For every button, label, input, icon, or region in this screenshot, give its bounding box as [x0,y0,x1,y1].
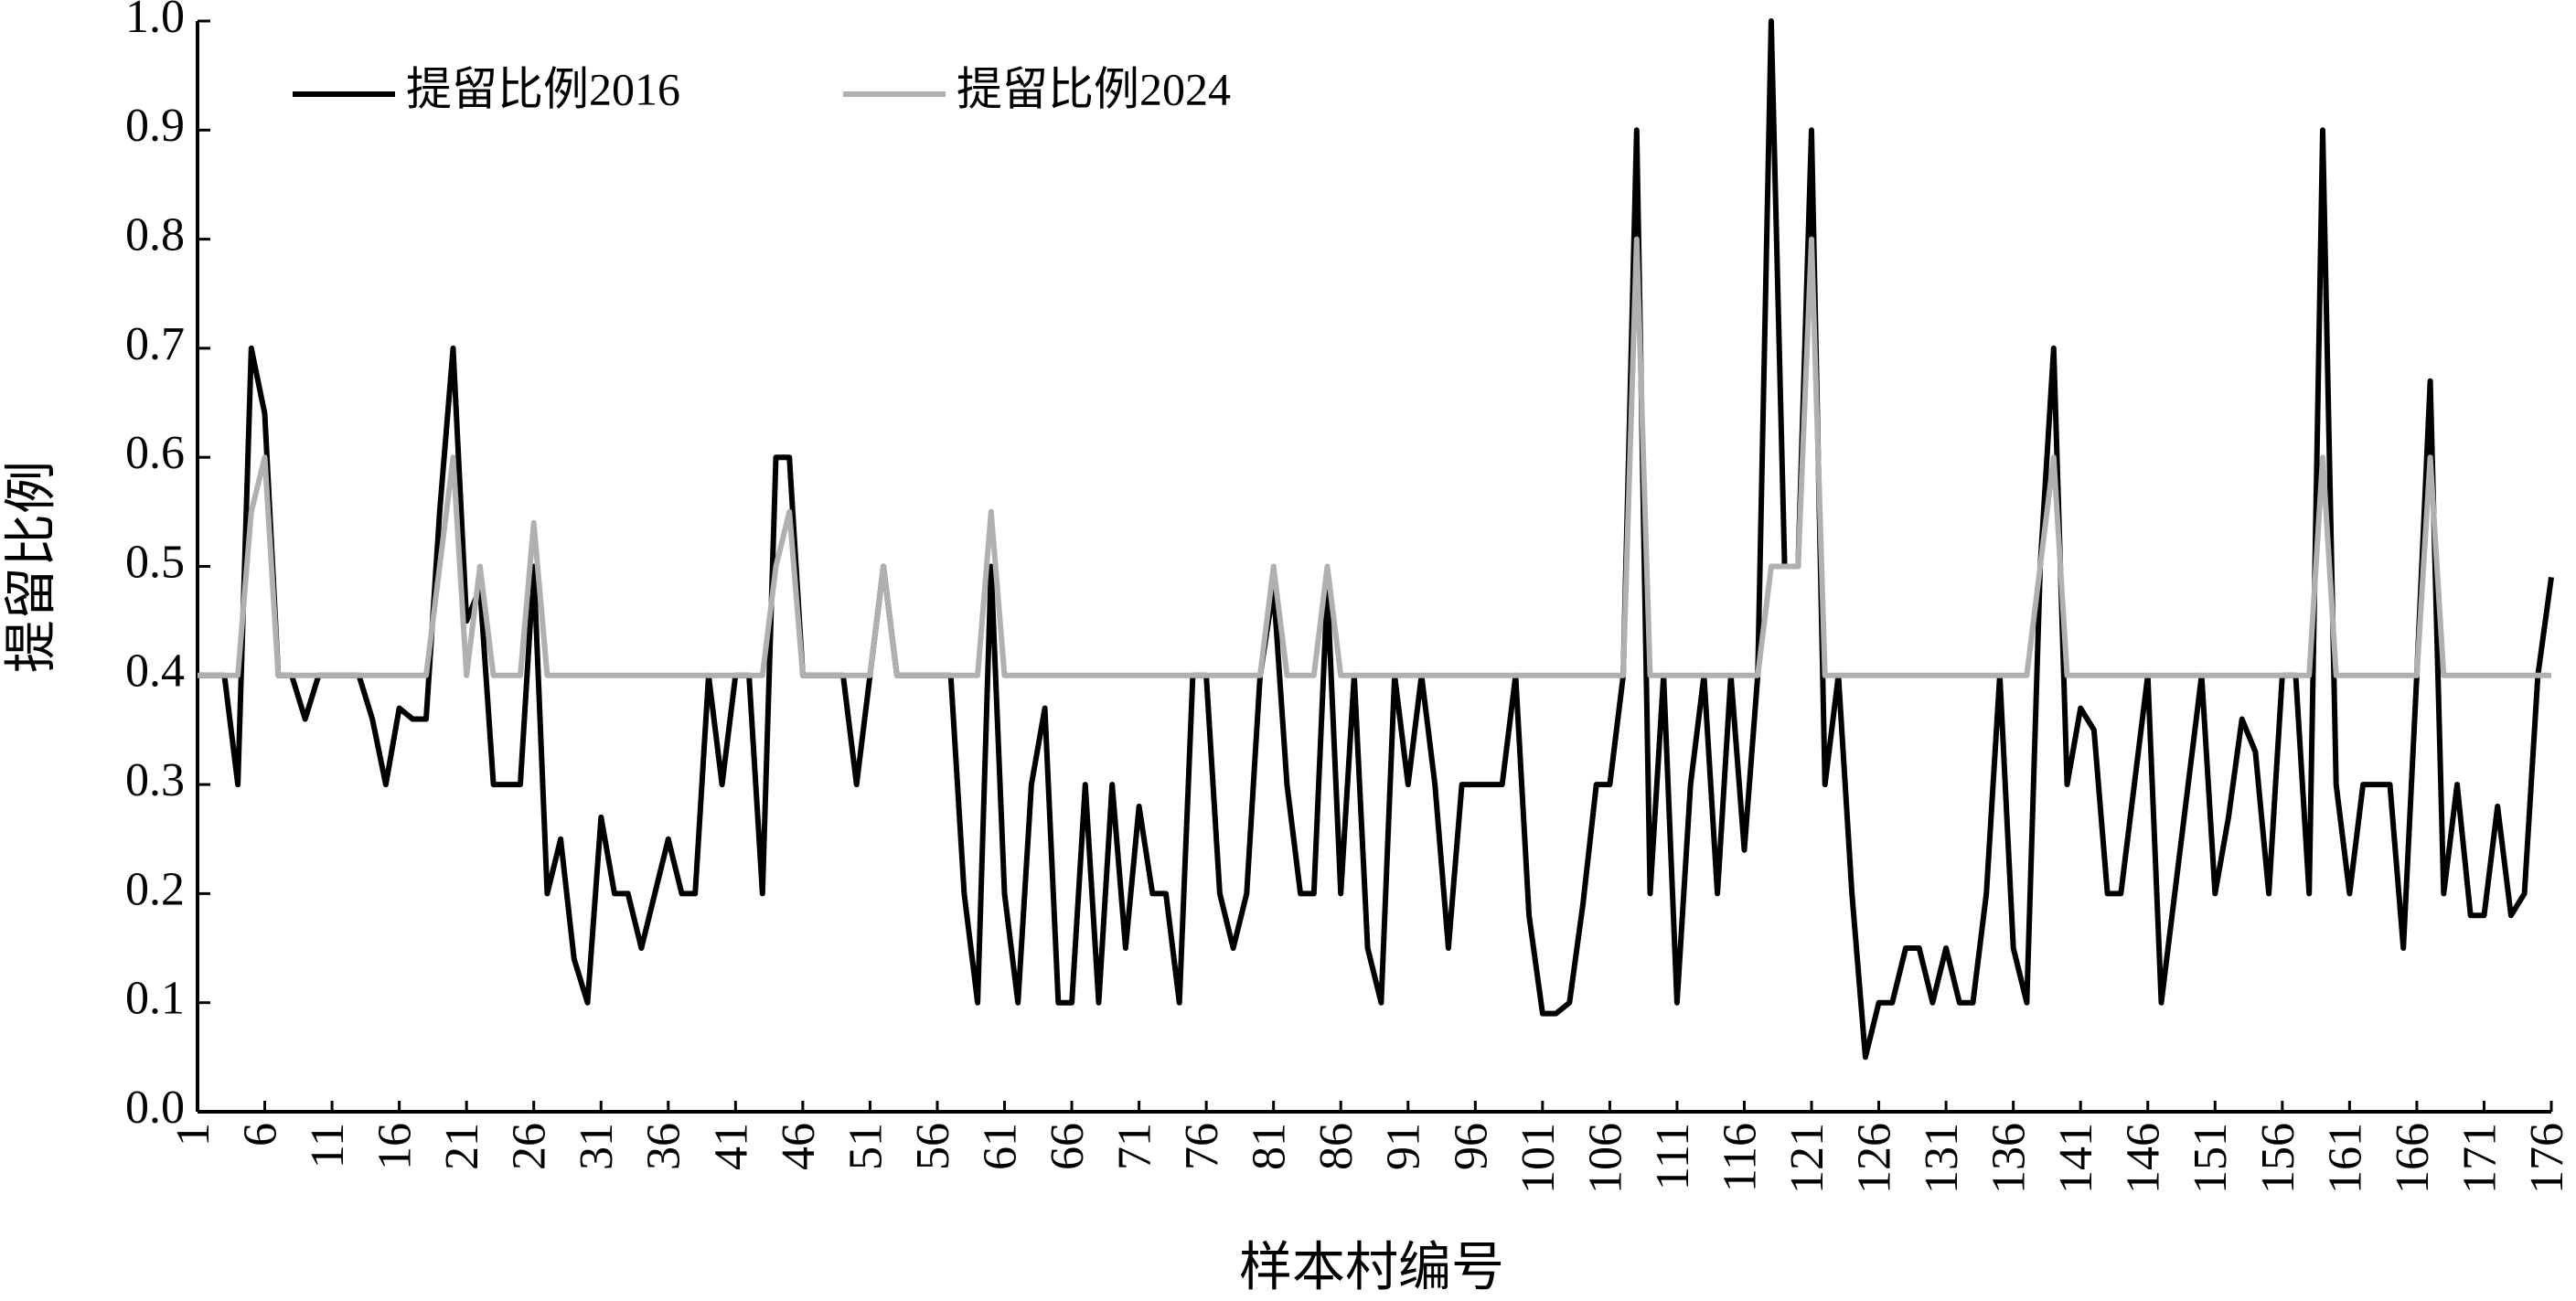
x-tick-label: 121 [1781,1123,1833,1194]
legend-label: 提留比例2016 [406,63,680,114]
x-tick-label: 131 [1916,1123,1968,1194]
x-tick-label: 101 [1512,1123,1565,1194]
x-axis-title: 样本村编号 [1239,1237,1504,1296]
x-tick-label: 76 [1176,1123,1228,1170]
y-tick-label: 0.8 [125,209,185,261]
x-tick-label: 1 [167,1123,219,1146]
x-tick-label: 26 [504,1123,556,1170]
x-tick-label: 56 [907,1123,959,1170]
x-tick-label: 136 [1983,1123,2036,1194]
x-tick-label: 71 [1109,1123,1161,1170]
y-tick-label: 1.0 [125,0,185,43]
x-tick-label: 161 [2319,1123,2371,1194]
y-tick-label: 0.0 [125,1082,185,1134]
x-tick-label: 91 [1378,1123,1430,1170]
y-tick-label: 0.7 [125,318,185,370]
y-axis-title: 提留比例 [1,461,60,673]
x-tick-label: 11 [302,1123,354,1168]
x-tick-label: 111 [1647,1123,1699,1190]
x-tick-label: 171 [2453,1123,2506,1194]
x-tick-label: 31 [571,1123,623,1170]
series-line [198,236,2551,678]
x-tick-label: 141 [2050,1123,2102,1194]
y-tick-label: 0.4 [125,645,185,698]
x-tick-label: 156 [2252,1123,2304,1194]
x-tick-label: 6 [234,1123,286,1146]
x-tick-label: 146 [2118,1123,2170,1194]
series-line [198,18,2554,1061]
x-tick-label: 16 [369,1123,422,1170]
x-tick-label: 41 [705,1123,757,1170]
x-tick-label: 106 [1579,1123,1631,1194]
x-tick-label: 66 [1042,1123,1094,1170]
x-tick-label: 151 [2185,1123,2237,1194]
y-tick-label: 0.2 [125,863,185,915]
y-tick-label: 0.1 [125,973,185,1025]
y-tick-label: 0.5 [125,536,185,588]
y-tick-label: 0.3 [125,754,185,806]
x-tick-label: 61 [974,1123,1026,1170]
x-tick-label: 36 [638,1123,690,1170]
x-tick-label: 126 [1849,1123,1901,1194]
y-tick-label: 0.6 [125,427,185,479]
x-tick-label: 46 [773,1123,825,1170]
x-tick-label: 21 [436,1123,488,1170]
y-tick-label: 0.9 [125,100,185,152]
x-tick-label: 86 [1310,1123,1363,1170]
legend-label: 提留比例2024 [957,63,1231,114]
x-tick-label: 116 [1714,1123,1766,1192]
x-tick-label: 96 [1445,1123,1497,1170]
x-tick-label: 176 [2521,1123,2573,1194]
x-tick-label: 51 [839,1123,892,1170]
x-tick-label: 166 [2387,1123,2439,1194]
x-tick-label: 81 [1244,1123,1296,1170]
